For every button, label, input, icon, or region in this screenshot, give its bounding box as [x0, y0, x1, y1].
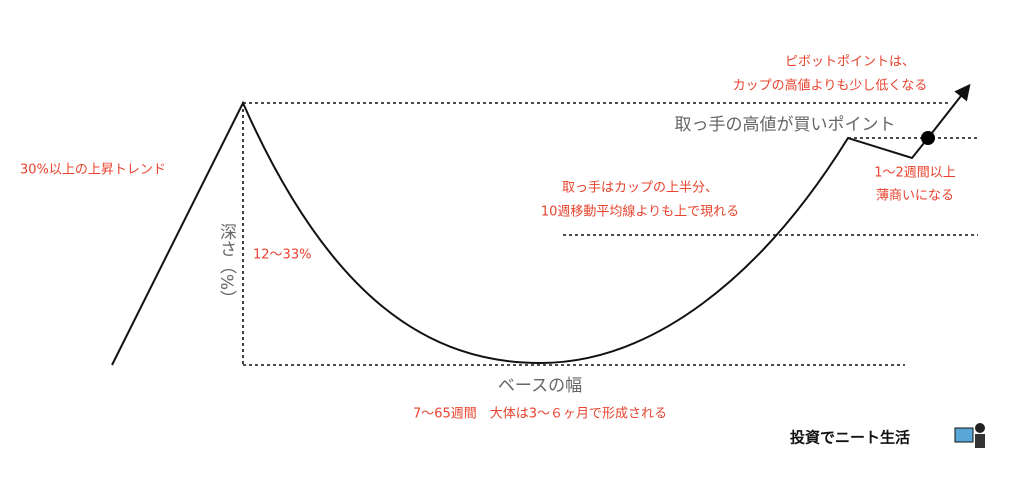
uptrend-label: 30%以上の上昇トレンド: [20, 163, 166, 178]
base-duration: 7〜65週間 大体は3〜６ヶ月で形成される: [413, 407, 667, 422]
guide-lines: [242, 102, 978, 366]
pivot-point: [921, 131, 935, 145]
pivot-note: カップの高値よりも少し低くなる: [733, 78, 928, 94]
breakout-arrow: [927, 83, 971, 139]
depth-label: 深さ（%）: [216, 223, 237, 307]
handle-duration: 薄商いになる: [876, 189, 954, 204]
handle-note: 10週移動平均線よりも上で現れる: [541, 204, 739, 220]
pivot-note: ピボットポイントは、: [785, 55, 915, 70]
logo-text: 投資でニート生活: [790, 429, 910, 447]
buy-point: 取っ手の高値が買いポイント: [675, 115, 896, 135]
depth-range: 12〜33%: [253, 248, 311, 263]
handle-duration: 1〜2週間以上: [874, 166, 956, 181]
base-width-label: ベースの幅: [498, 376, 582, 396]
handle-note: 取っ手はカップの上半分、: [562, 181, 718, 196]
logo: 投資でニート生活: [790, 423, 985, 448]
cup-curve: [111, 100, 929, 366]
